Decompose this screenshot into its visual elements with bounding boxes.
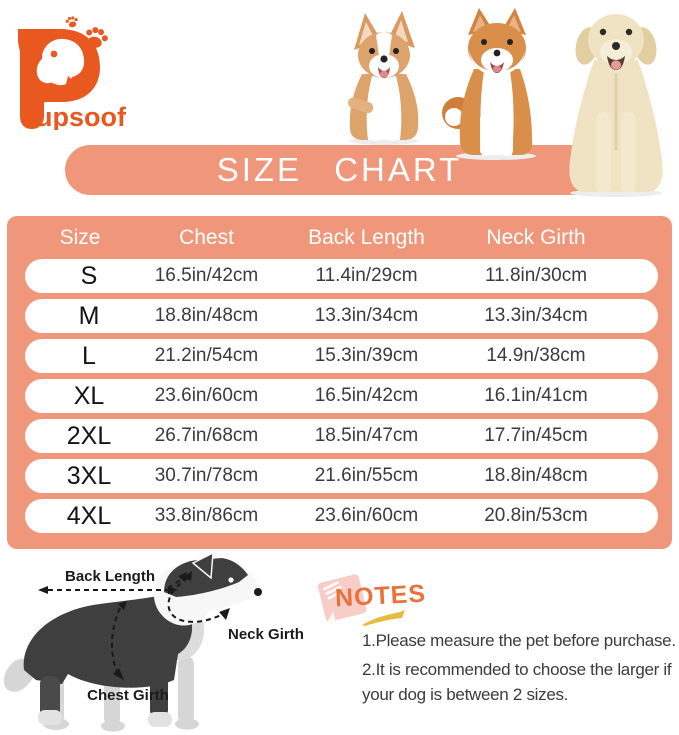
table-row: 2XL 26.7in/68cm 18.5in/47cm 17.7in/45cm [25, 419, 658, 453]
back-length-cell: 15.3in/39cm [314, 345, 419, 366]
logo-eye-dot [50, 50, 58, 58]
brand-logo: upsooft [8, 12, 135, 132]
table-row: L 21.2in/54cm 15.3in/39cm 14.9n/38cm [25, 339, 658, 373]
size-cell: S [80, 261, 98, 290]
brand-name: upsooft [36, 102, 126, 130]
column-header-size: Size [59, 225, 101, 249]
back-length-cell: 21.6in/55cm [314, 465, 419, 486]
notes-heading: NOTES [334, 579, 427, 613]
shiba-inu-photo [442, 8, 536, 160]
table-header-row: Size Chest Back Length Neck Girth [7, 216, 672, 259]
back-length-label: Back Length [65, 568, 155, 585]
chest-cell: 30.7in/78cm [154, 465, 259, 486]
note-item-1: 1.Please measure the pet before purchase… [362, 631, 676, 650]
neck-girth-cell: 14.9n/38cm [486, 345, 586, 366]
size-cell: 2XL [66, 421, 112, 450]
back-length-cell: 23.6in/60cm [314, 505, 419, 526]
neck-girth-cell: 17.7in/45cm [484, 425, 588, 446]
pencil-underline-icon [362, 610, 405, 626]
column-header-chest: Chest [179, 225, 234, 249]
neck-girth-cell: 16.1in/41cm [484, 385, 588, 406]
corgi-photo [348, 11, 419, 145]
column-header-back-length: Back Length [308, 225, 425, 249]
back-length-cell: 11.4in/29cm [315, 265, 418, 286]
back-length-cell: 18.5in/47cm [314, 425, 419, 446]
notes-heading-group: NOTES [317, 568, 676, 628]
chest-cell: 18.8in/48cm [154, 305, 259, 326]
chest-cell: 21.2in/54cm [154, 345, 259, 366]
table-row: 4XL 33.8in/86cm 23.6in/60cm 20.8in/53cm [25, 499, 658, 533]
chest-cell: 26.7in/68cm [154, 425, 259, 446]
chest-cell: 23.6in/60cm [154, 385, 259, 406]
table-row: M 18.8in/48cm 13.3in/34cm 13.3in/34cm [25, 299, 658, 333]
size-chart-banner: SIZE CHART [65, 145, 614, 195]
dog-p-logo-icon: upsooft [18, 16, 135, 132]
back-length-cell: 13.3in/34cm [314, 305, 419, 326]
neck-girth-cell: 20.8in/53cm [484, 505, 588, 526]
column-header-neck-girth: Neck Girth [486, 225, 586, 249]
neck-girth-label: Neck Girth [228, 626, 304, 643]
table-row: S 16.5in/42cm 11.4in/29cm 11.8in/30cm [25, 259, 658, 293]
size-table: Size Chest Back Length Neck Girth S 16.5… [7, 216, 672, 549]
measurement-diagram: Back Length Neck Girth Chest Girth [0, 551, 330, 735]
labrador-photo [569, 14, 663, 197]
size-cell: M [78, 301, 100, 330]
page-title: SIZE CHART [216, 151, 463, 188]
note-item-2: 2.It is recommended to choose the larger… [362, 660, 672, 704]
table-row: XL 23.6in/60cm 16.5in/42cm 16.1in/41cm [25, 379, 658, 413]
neck-girth-cell: 13.3in/34cm [484, 305, 588, 326]
table-row: 3XL 30.7in/78cm 21.6in/55cm 18.8in/48cm [25, 459, 658, 493]
neck-girth-cell: 18.8in/48cm [484, 465, 588, 486]
size-cell: 4XL [66, 501, 112, 530]
chest-cell: 16.5in/42cm [154, 265, 259, 286]
chest-cell: 33.8in/86cm [154, 505, 259, 526]
size-cell: L [82, 341, 96, 370]
size-cell: 3XL [66, 461, 112, 490]
neck-girth-cell: 11.8in/30cm [484, 265, 588, 286]
measuring-dog-illustration: Back Length Neck Girth Chest Girth [3, 551, 304, 732]
back-length-cell: 16.5in/42cm [314, 385, 419, 406]
sticky-note-icon [317, 574, 367, 623]
size-cell: XL [73, 381, 105, 410]
size-table-body: S 16.5in/42cm 11.4in/29cm 11.8in/30cm M … [7, 259, 672, 533]
chest-girth-label: Chest Girth [87, 687, 169, 704]
notes-section: NOTES 1.Please measure the pet before pu… [317, 568, 676, 711]
